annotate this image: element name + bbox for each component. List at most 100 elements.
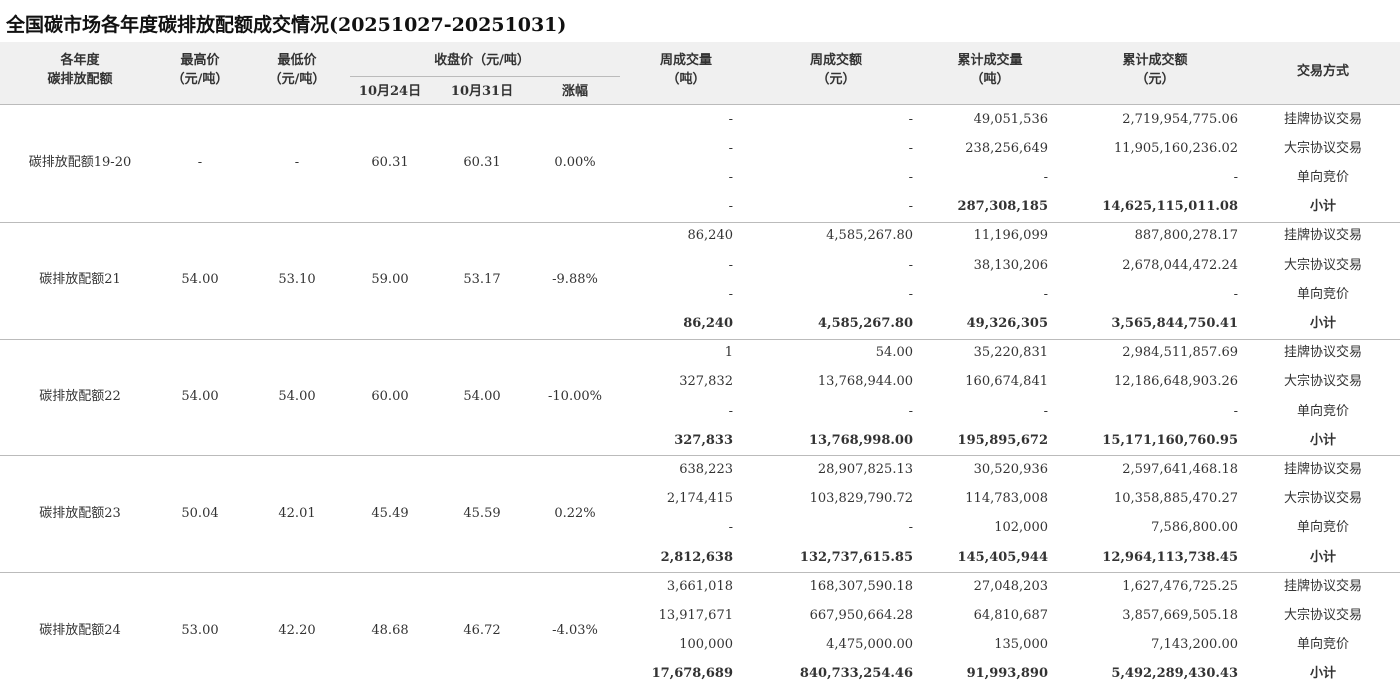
method: 挂牌协议交易 [1283,578,1363,594]
cell: - [1043,403,1048,419]
cell: 2,984,511,857.69 [1122,345,1238,361]
cell: - [728,520,733,536]
cell: 3,857,669,505.18 [1122,608,1238,623]
cell: 327,832 [679,374,733,390]
group-name: 碳排放配额24 [39,622,121,638]
method: 单向竞价 [1296,520,1350,536]
cell: 2,678,044,472.24 [1122,257,1238,273]
header-cell: （元） [1135,72,1175,87]
cell: 887,800,278.17 [1134,228,1238,244]
cell: 14,625,115,011.08 [1102,199,1238,215]
cell: - [1233,403,1238,419]
method: 小计 [1309,316,1337,331]
cell: 4,475,000.00 [826,637,913,653]
cell: 48.68 [371,622,409,638]
rule [350,76,620,77]
header-cell: 最高价 [180,53,220,68]
method: 挂牌协议交易 [1283,111,1363,127]
rule [0,455,1400,456]
header-cell: （元/吨） [268,72,326,87]
cell: -10.00% [548,389,602,404]
cell: - [1043,286,1048,302]
cell: 168,307,590.18 [809,578,913,594]
rule [0,222,1400,223]
cell: 53.00 [181,622,219,638]
cell: 1,627,476,725.25 [1122,578,1238,594]
cell: -9.88% [552,272,598,288]
cell: 103,829,790.72 [809,491,913,507]
header-cell: 交易方式 [1296,64,1350,79]
header-cell: 最低价 [277,53,317,68]
method: 小计 [1309,549,1337,565]
cell: 11,196,099 [973,228,1048,244]
cell: 53.10 [278,272,316,288]
rule [0,104,1400,105]
method: 挂牌协议交易 [1283,462,1363,477]
cell: - [908,257,913,273]
cell: 64,810,687 [973,608,1048,623]
cell: 638,223 [679,462,733,477]
cell: 54.00 [875,345,913,361]
method: 单向竞价 [1296,170,1350,185]
cell: 2,174,415 [666,491,733,507]
method: 小计 [1309,199,1337,215]
group-name: 碳排放配额22 [39,389,121,404]
method: 小计 [1309,666,1337,682]
cell: 45.59 [463,505,501,521]
method: 大宗协议交易 [1283,257,1363,273]
method: 大宗协议交易 [1283,608,1363,623]
cell: 60.31 [371,155,409,171]
cell: - [294,155,300,171]
cell: 145,405,944 [957,549,1048,565]
cell: 13,768,998.00 [808,432,913,448]
cell: -4.03% [552,622,598,638]
cell: 38,130,206 [973,257,1048,273]
cell: 840,733,254.46 [799,666,913,682]
cell: - [1233,170,1238,185]
header-cell: （吨） [970,72,1010,87]
cell: 1 [724,345,733,361]
cell: 12,964,113,738.45 [1102,549,1238,565]
header-cell: 累计成交量 [957,53,1023,68]
header-cell: 涨幅 [561,84,589,99]
cell: - [728,170,733,185]
method: 大宗协议交易 [1283,491,1363,507]
cell: 49,326,305 [966,316,1048,331]
cell: - [728,257,733,273]
header-cell: 10月31日 [450,84,514,99]
cell: 7,586,800.00 [1151,520,1238,536]
cell: 287,308,185 [957,199,1048,215]
cell: 160,674,841 [965,374,1048,390]
cell: 53.17 [463,272,501,288]
cell: 100,000 [679,637,733,653]
method: 单向竞价 [1296,637,1350,653]
cell: 327,833 [674,432,733,448]
header-cell: 累计成交额 [1122,53,1188,68]
cell: 3,565,844,750.41 [1111,316,1238,331]
cell: 13,917,671 [658,608,733,623]
cell: 135,000 [994,637,1048,653]
cell: 60.00 [371,389,409,404]
header-cell: 周成交量 [659,53,713,68]
cell: 46.72 [463,622,501,638]
cell: - [1233,286,1238,302]
cell: 28,907,825.13 [817,462,913,477]
method: 单向竞价 [1296,286,1350,302]
cell: 12,186,648,903.26 [1113,374,1238,390]
cell: 2,812,638 [660,549,733,565]
cell: 49,051,536 [973,111,1048,127]
cell: 54.00 [181,272,219,288]
cell: - [1043,170,1048,185]
cell: - [908,199,913,215]
rule [0,572,1400,573]
group-name: 碳排放配额21 [39,272,121,288]
cell: 42.01 [278,505,316,521]
cell: - [728,403,733,419]
cell: - [728,199,733,215]
cell: 45.49 [371,505,409,521]
header-cell: 周成交额 [809,53,863,68]
cell: 35,220,831 [973,345,1048,361]
group-name: 碳排放配额19-20 [28,155,132,171]
cell: 4,585,267.80 [818,316,913,331]
